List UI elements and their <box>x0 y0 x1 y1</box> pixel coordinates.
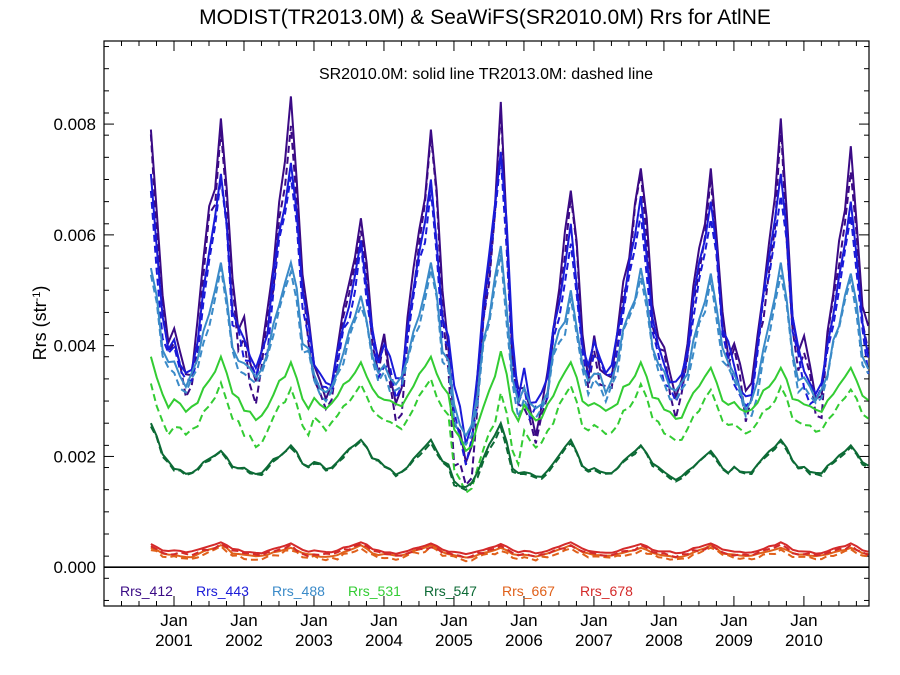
x-tick-year: 2008 <box>645 631 683 650</box>
series-line-rrs-547-solid <box>149 420 869 489</box>
x-tick-month: Jan <box>230 611 257 630</box>
series-line-rrs-678-dashed <box>150 542 869 560</box>
x-tick-month: Jan <box>720 611 747 630</box>
legend-label-rrs-531: Rrs_531 <box>348 583 401 599</box>
x-tick-year: 2009 <box>715 631 753 650</box>
x-tick-year: 2005 <box>435 631 473 650</box>
legend-label-rrs-547: Rrs_547 <box>424 583 477 599</box>
line-style-annotation: SR2010.0M: solid line TR2013.0M: dashed … <box>319 66 653 83</box>
series-line-rrs-547-dashed <box>150 424 869 492</box>
x-tick-year: 2007 <box>575 631 613 650</box>
x-tick-year: 2002 <box>225 631 263 650</box>
x-tick-month: Jan <box>650 611 677 630</box>
y-tick-label: 0.008 <box>53 115 96 134</box>
legend-label-rrs-678: Rrs_678 <box>580 583 633 599</box>
x-tick-month: Jan <box>510 611 537 630</box>
x-tick-month: Jan <box>300 611 327 630</box>
y-axis-label: Rrs (str-1) <box>30 286 50 361</box>
x-tick-month: Jan <box>790 611 817 630</box>
axis-ticks <box>104 41 869 606</box>
x-tick-year: 2003 <box>295 631 333 650</box>
chart-title: MODIST(TR2013.0M) & SeaWiFS(SR2010.0M) R… <box>199 6 771 29</box>
x-tick-year: 2010 <box>785 631 823 650</box>
y-tick-label: 0.004 <box>53 337 96 356</box>
x-tick-year: 2006 <box>505 631 543 650</box>
y-tick-label: 0.006 <box>53 226 96 245</box>
legend-label-rrs-412: Rrs_412 <box>120 583 173 599</box>
x-tick-month: Jan <box>440 611 467 630</box>
series-line-rrs-678-solid <box>150 541 869 556</box>
plot-frame <box>103 40 870 607</box>
series-line-rrs-531-dashed <box>149 376 869 495</box>
x-tick-year: 2001 <box>155 631 193 650</box>
series-line-rrs-443-solid <box>149 151 870 445</box>
series-layer <box>149 96 870 563</box>
x-tick-month: Jan <box>160 611 187 630</box>
y-tick-label: 0.002 <box>53 447 96 466</box>
series-line-rrs-531-solid <box>149 350 869 453</box>
y-tick-labels: 0.000 0.002 0.004 0.006 0.008 <box>53 115 96 577</box>
x-tick-labels: Jan2001Jan2002Jan2003Jan2004Jan2005Jan20… <box>155 611 823 650</box>
x-tick-month: Jan <box>370 611 397 630</box>
x-tick-month: Jan <box>580 611 607 630</box>
legend-label-rrs-667: Rrs_667 <box>502 583 555 599</box>
y-tick-label: 0.000 <box>53 558 96 577</box>
series-line-rrs-488-solid <box>149 245 870 438</box>
legend: Rrs_412 Rrs_443 Rrs_488 Rrs_531 Rrs_547 Rrs_6… <box>120 583 633 599</box>
series-line-rrs-667-dashed <box>150 545 869 563</box>
legend-label-rrs-443: Rrs_443 <box>196 583 249 599</box>
x-tick-year: 2004 <box>365 631 403 650</box>
legend-label-rrs-488: Rrs_488 <box>272 583 325 599</box>
